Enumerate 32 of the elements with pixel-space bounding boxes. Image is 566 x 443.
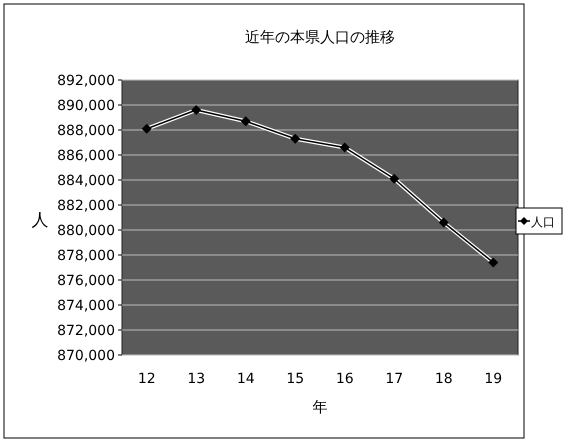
point [438, 218, 449, 228]
point [389, 174, 400, 184]
y-tick-label: 884,000 [57, 173, 115, 189]
point [191, 105, 202, 115]
x-tick-label: 17 [385, 371, 404, 387]
x-tick-label: 12 [138, 371, 156, 387]
x-tick-label: 15 [286, 371, 304, 387]
legend-label: 人口 [531, 215, 555, 229]
chart-title: 近年の本県人口の推移 [245, 28, 395, 46]
point [240, 116, 251, 126]
point [340, 142, 350, 152]
x-tick-label: 19 [484, 371, 502, 387]
x-axis-title: 年 [312, 398, 328, 416]
x-tick-label: 18 [434, 371, 453, 387]
y-tick-label: 874,000 [57, 298, 115, 314]
point [142, 124, 152, 134]
y-tick-label: 892,000 [57, 73, 115, 89]
y-tick-label: 870,000 [57, 348, 115, 364]
y-tick-label: 888,000 [57, 123, 115, 139]
y-tick-label: 890,000 [57, 98, 115, 114]
y-tick-label: 882,000 [57, 198, 115, 214]
y-axis-title: 人 [32, 210, 48, 230]
x-tick-label: 16 [336, 371, 354, 387]
y-tick-label: 880,000 [57, 223, 115, 239]
y-tick-label: 878,000 [57, 248, 115, 264]
x-tick-label: 13 [187, 371, 206, 387]
y-tick-label: 872,000 [57, 323, 115, 339]
y-tick-label: 886,000 [57, 148, 115, 164]
point [488, 258, 498, 268]
point [290, 134, 300, 144]
y-tick-label: 876,000 [57, 273, 115, 289]
x-tick-label: 14 [236, 371, 255, 387]
